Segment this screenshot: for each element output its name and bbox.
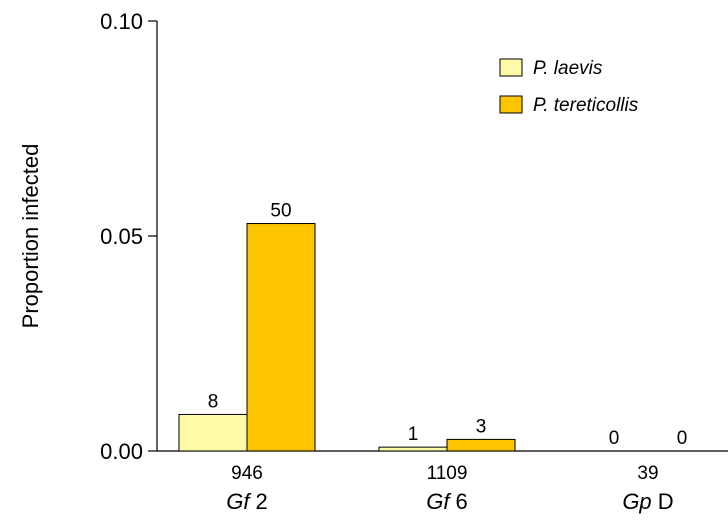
legend-swatch [499,58,523,77]
bar [378,446,448,452]
y-tick-label: 0.10 [100,9,143,34]
sample-size-label: 39 [637,463,658,484]
group-label: Gf 2 [226,489,268,514]
bars [178,223,516,452]
bar [178,413,248,452]
data-label: 3 [476,416,487,437]
x-labels: 946 Gf 2 1109 Gf 6 39 Gp D [226,463,673,514]
legend-label: P. tereticollis [533,95,639,116]
bar [246,223,316,452]
legend-label: P. laevis [533,58,603,79]
data-label: 1 [408,424,419,445]
y-tick-label: 0.00 [100,439,143,464]
data-label: 0 [677,428,688,449]
sample-size-label: 946 [231,463,263,484]
y-axis-title: Proportion infected [18,144,43,329]
data-label: 0 [609,428,620,449]
data-label: 8 [208,391,219,412]
data-labels: 8 50 1 3 0 0 [208,201,688,449]
group-label: Gp D [622,489,673,514]
legend: P. laevis P. tereticollis [499,58,639,116]
y-ticks: 0.00 0.05 0.10 [100,9,157,464]
bar [446,438,516,452]
group-label: Gf 6 [426,489,468,514]
data-label: 50 [270,201,291,222]
sample-size-label: 1109 [427,463,468,484]
legend-swatch [499,95,523,114]
y-tick-label: 0.05 [100,224,143,249]
